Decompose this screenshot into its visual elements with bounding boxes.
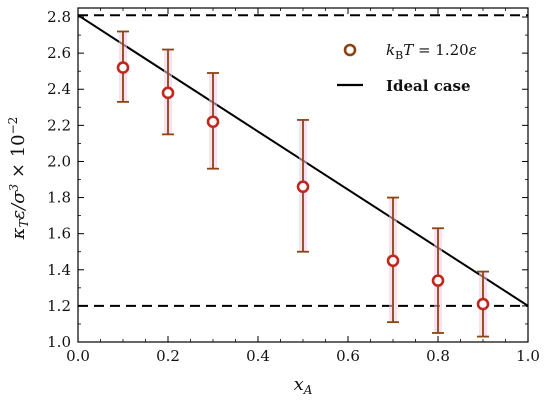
axis-ticks <box>77 8 529 343</box>
data-point <box>161 86 175 100</box>
legend-label-series: kBT = 1.20ε <box>386 41 477 62</box>
data-points <box>116 61 490 311</box>
y-tick-label: 1.6 <box>47 225 71 243</box>
data-point <box>116 61 130 74</box>
x-tick-label: 0.2 <box>156 347 180 365</box>
y-tick-label: 2.0 <box>47 152 71 170</box>
y-tick-label: 1.4 <box>47 261 71 279</box>
x-tick-label: 0.4 <box>246 347 270 365</box>
y-axis-label: κTε/σ3 × 10−2 <box>6 117 31 241</box>
y-tick-label: 2.8 <box>47 8 71 26</box>
legend: kBT = 1.20ε Ideal case <box>337 41 477 95</box>
data-point <box>206 115 220 129</box>
y-tick-label: 1.2 <box>47 297 71 315</box>
x-tick-label: 0.0 <box>66 347 90 365</box>
data-point <box>476 297 490 311</box>
y-tick-label: 2.2 <box>47 116 71 134</box>
y-tick-label: 2.4 <box>47 80 71 98</box>
x-axis-label: xA <box>294 374 313 397</box>
legend-label-ideal: Ideal case <box>386 77 471 95</box>
data-point <box>386 254 400 268</box>
y-tick-label: 1.8 <box>47 189 71 207</box>
data-point <box>431 274 445 287</box>
y-tick-label: 2.6 <box>47 44 71 62</box>
legend-marker-circle <box>343 43 357 57</box>
tick-labels: 0.0 0.2 0.4 0.6 0.8 1.0 1.0 1.2 1.4 1.6 1.8 2.0 2.2 2… <box>47 8 540 365</box>
x-tick-label: 0.6 <box>336 347 360 365</box>
data-point <box>296 180 310 194</box>
x-tick-label: 1.0 <box>516 347 540 365</box>
x-tick-label: 0.8 <box>426 347 450 365</box>
y-tick-label: 1.0 <box>47 333 71 351</box>
